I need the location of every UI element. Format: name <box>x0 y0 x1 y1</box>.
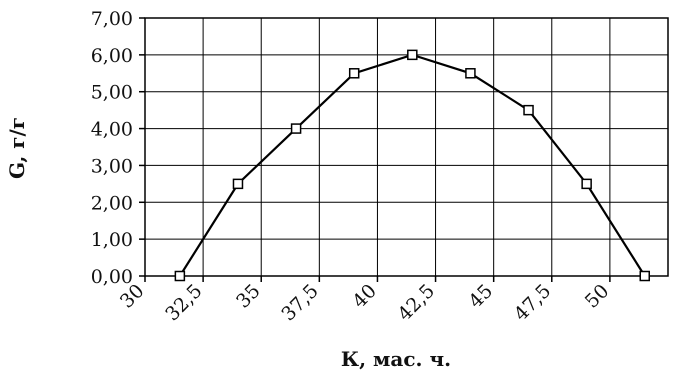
data-point <box>290 123 302 134</box>
data-point <box>639 270 651 282</box>
series <box>174 49 651 282</box>
x-tick-label: 45 <box>465 280 498 313</box>
y-tick-label: 4,00 <box>91 119 133 141</box>
data-point <box>174 270 186 282</box>
x-tick-label: 40 <box>348 280 381 313</box>
y-tick-label: 1,00 <box>91 229 133 251</box>
x-tick-label: 37,5 <box>277 280 322 325</box>
x-tick-label: 35 <box>232 280 265 313</box>
x-tick-label: 42,5 <box>394 280 439 325</box>
plot-frame <box>144 17 669 277</box>
y-axis-title: G, г/г <box>5 117 29 179</box>
ticks <box>139 17 611 282</box>
data-point <box>348 68 360 79</box>
grid <box>144 17 668 277</box>
data-point <box>407 49 418 61</box>
x-tick-label: 50 <box>581 280 614 313</box>
x-tick-label: 47,5 <box>510 280 555 325</box>
data-point <box>465 68 476 79</box>
y-tick-label: 0,00 <box>91 266 133 288</box>
data-point <box>523 104 534 116</box>
x-tick-label: 32,5 <box>161 280 206 325</box>
data-point <box>232 178 244 190</box>
y-tick-label: 3,00 <box>91 155 133 177</box>
y-tick-label: 6,00 <box>91 45 133 67</box>
y-tick-label: 7,00 <box>91 8 133 30</box>
y-tick-label: 5,00 <box>91 82 133 104</box>
x-axis-title: К, мас. ч. <box>341 347 451 371</box>
y-tick-label: 2,00 <box>91 192 133 214</box>
data-point <box>581 178 592 190</box>
